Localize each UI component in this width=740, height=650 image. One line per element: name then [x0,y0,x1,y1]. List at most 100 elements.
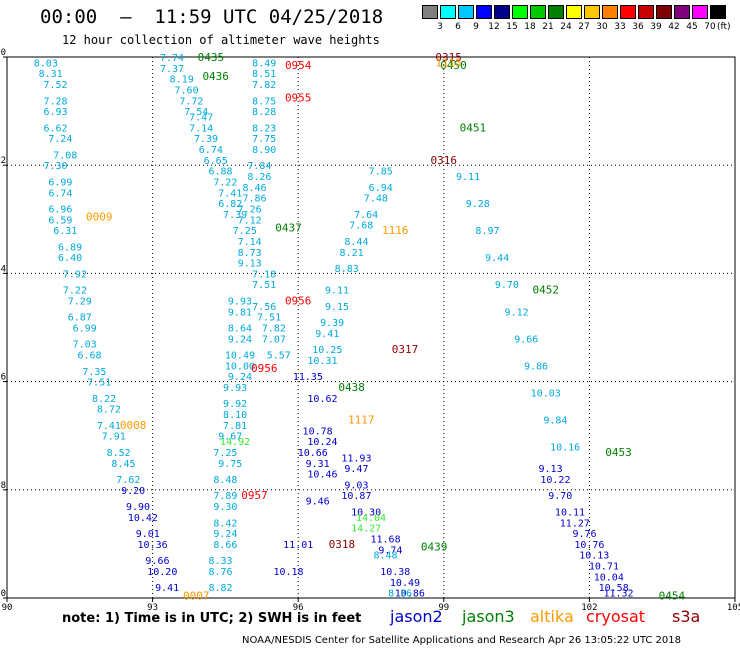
wave-height-point: 9.47 [344,464,368,475]
wave-height-point: 9.24 [228,372,252,383]
wave-height-point: 10.24 [307,437,337,448]
wave-height-point: 7.41 [97,421,121,432]
colorbar-tick-label: 24 [560,22,572,32]
time-label: 0954 [285,59,312,72]
wave-height-point: 9.39 [320,318,344,329]
wave-height-point: 9.24 [228,334,252,345]
wave-height-point: 10.87 [341,491,371,502]
colorbar-tick-label: 27 [578,22,590,32]
wave-height-point: 8.21 [340,248,364,259]
colorbar-tick-label: 36 [632,22,644,32]
wave-height-point: 7.82 [262,324,286,335]
wave-height-point: 9.11 [325,286,349,297]
time-label: 0315 [435,51,462,64]
wave-height-point: 9.31 [306,459,330,470]
colorbar-swatch [602,5,618,19]
wave-height-point: 9.41 [315,329,339,340]
time-label: 0008 [120,419,147,432]
wave-height-point: 9.66 [145,556,169,567]
wave-height-point: 7.51 [252,280,276,291]
wave-height-point: 5.57 [267,351,291,362]
wave-height-point: 10.31 [307,356,337,367]
wave-height-point: 7.28 [43,96,67,107]
colorbar-tick-label: 3 [437,22,443,32]
wave-height-point: 6.68 [77,351,101,362]
wave-height-point: 9.28 [466,199,490,210]
wave-height-point: 7.48 [364,194,388,205]
time-label: 0956 [285,294,312,307]
colorbar-swatch [476,5,492,19]
wave-height-point: 7.62 [116,475,140,486]
wave-height-point: 10.86 [395,589,425,600]
time-label: 0318 [329,538,356,551]
note-text: note: 1) Time is in UTC; 2) SWH is in fe… [62,611,362,626]
colorbar-tick-label: 45 [686,22,698,32]
wave-height-point: 10.22 [540,475,570,486]
time-label: 0451 [460,121,487,134]
wave-height-point: 8.66 [213,540,237,551]
colorbar-swatch [710,5,726,19]
wave-height-point: 8.51 [252,69,276,80]
wave-height-point: 8.36 [388,589,412,600]
colorbar-swatch [494,5,510,19]
wave-height-point: 14.27 [351,524,381,535]
wave-height-point: 7.07 [262,334,286,345]
wave-height-point: 8.03 [34,58,58,69]
colorbar-swatch [638,5,654,19]
wave-height-point: 7.22 [213,177,237,188]
wave-height-point: 7.68 [349,221,373,232]
colorbar-swatch [548,5,564,19]
plot-frame [6,56,736,599]
time-label: 0955 [285,92,312,105]
wave-height-point: 7.25 [233,226,257,237]
wave-height-point: 7.52 [43,80,67,91]
wave-height-point: 10.16 [550,443,580,454]
wave-height-point: 7.64 [354,210,378,221]
wave-height-point: 9.76 [572,529,596,540]
wave-height-point: 10.66 [298,448,328,459]
wave-height-point: 8.44 [344,237,368,248]
wave-height-point: 10.49 [390,578,420,589]
wave-height-point: 7.12 [238,215,262,226]
legend-item-jason3: jason3 [462,607,515,626]
wave-height-point: 14.04 [356,513,386,524]
colorbar-tick-label: 42 [668,22,680,32]
wave-height-point: 6.93 [43,107,67,118]
colorbar-swatch [530,5,546,19]
wave-height-point: 14.92 [220,437,250,448]
wave-height-point: 11.01 [283,540,313,551]
wave-height-point: 9.12 [505,307,529,318]
wave-height-point: 6.82 [218,199,242,210]
colorbar-tick-label: 18 [524,22,536,32]
wave-height-point: 8.19 [170,75,194,86]
time-label: 0317 [392,343,419,356]
wave-height-point: 9.24 [213,529,237,540]
time-label: 0007 [183,589,210,602]
wave-height-point: 10.46 [307,470,337,481]
wave-height-point: 6.94 [369,183,393,194]
wave-height-point: 8.52 [107,448,131,459]
wave-height-point: 8.28 [252,107,276,118]
time-label: 0436 [202,70,229,83]
wave-height-point: 7.39 [194,134,218,145]
wave-height-point: 6.31 [53,226,77,237]
wave-height-point: 9.01 [136,529,160,540]
wave-height-point: 9.66 [514,334,538,345]
wave-height-point: 9.67 [218,432,242,443]
wave-height-point: 9.86 [524,361,548,372]
wave-height-point: 9.46 [306,497,330,508]
wave-height-point: 8.23 [252,123,276,134]
wave-height-point: 10.00 [225,361,255,372]
wave-height-point: 9.93 [228,296,252,307]
wave-height-point: 8.22 [92,394,116,405]
wave-height-point: 8.64 [228,324,252,335]
wave-height-point: 11.68 [371,534,401,545]
x-tick-label: 102 [581,603,597,613]
wave-height-point: 10.78 [303,426,333,437]
wave-height-point: 6.96 [48,204,72,215]
wave-height-point: 9.84 [543,415,567,426]
wave-height-point: 7.85 [369,167,393,178]
wave-height-point: 8.72 [97,405,121,416]
wave-height-point: 7.24 [48,134,72,145]
wave-height-point: 8.10 [223,410,247,421]
